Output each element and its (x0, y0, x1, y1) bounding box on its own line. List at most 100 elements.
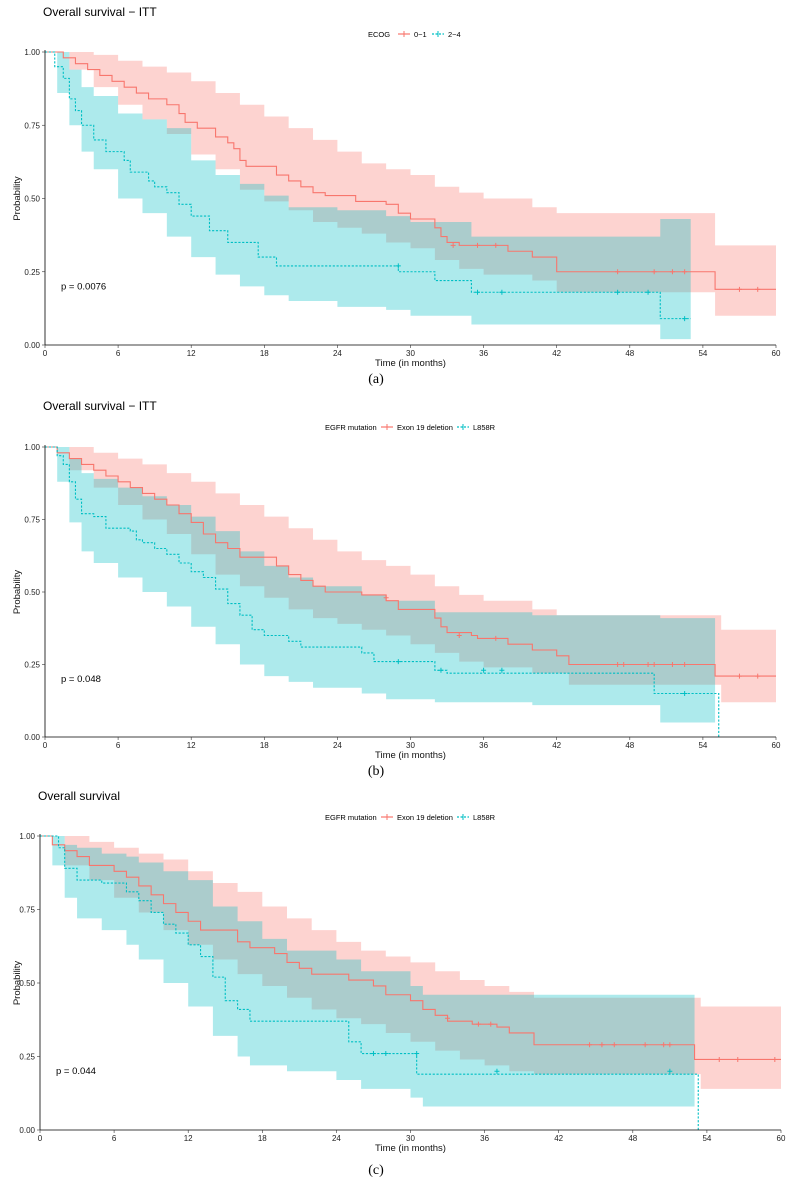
censor-mark (682, 269, 688, 275)
y-tick-label: 0.00 (24, 733, 40, 742)
censor-mark (669, 662, 675, 667)
panel-caption: (b) (367, 764, 385, 779)
x-axis-label: Time (in months) (375, 750, 446, 761)
censor-mark (494, 1068, 500, 1074)
censor-mark (481, 667, 487, 673)
p-value-annotation: p = 0.044 (56, 1066, 96, 1077)
y-tick-label: 0.50 (24, 195, 40, 204)
x-tick-label: 6 (116, 349, 121, 358)
censor-mark (682, 316, 688, 322)
x-tick-label: 12 (184, 1134, 193, 1143)
x-tick-label: 24 (332, 1134, 341, 1143)
confidence-band (45, 52, 776, 316)
censor-mark (736, 286, 742, 292)
legend-label: 0−1 (414, 30, 427, 39)
legend-label: Exon 19 deletion (397, 423, 453, 432)
censor-mark (587, 1042, 593, 1048)
x-tick-label: 48 (625, 349, 634, 358)
censor-mark (611, 1042, 617, 1048)
confidence-band (40, 836, 781, 1089)
censor-mark (615, 662, 621, 667)
x-tick-label: 0 (43, 741, 48, 750)
y-tick-label: 0.00 (19, 1126, 35, 1135)
y-tick-label: 0.25 (24, 268, 40, 277)
x-tick-label: 48 (625, 741, 634, 750)
censor-mark (645, 289, 651, 295)
y-tick-label: 1.00 (24, 48, 40, 57)
chart-title: Overall survival − ITT (43, 5, 157, 19)
censor-mark (383, 595, 389, 601)
censor-mark (450, 242, 456, 248)
y-tick-label: 0.00 (24, 341, 40, 350)
survival-curve (45, 446, 720, 737)
x-tick-label: 12 (187, 349, 196, 358)
x-tick-label: 18 (258, 1134, 267, 1143)
censor-mark (667, 1068, 673, 1074)
censor-mark (755, 286, 761, 292)
censor-mark (395, 659, 401, 665)
censor-mark (755, 673, 761, 679)
x-tick-label: 60 (772, 349, 781, 358)
y-tick-label: 1.00 (19, 832, 35, 841)
censor-mark (383, 1051, 389, 1057)
confidence-band (45, 447, 716, 723)
x-tick-label: 18 (260, 741, 269, 750)
x-tick-label: 24 (333, 349, 342, 358)
y-tick-label: 0.75 (19, 906, 35, 915)
y-tick-label: 0.25 (24, 661, 40, 670)
km-chart-egfr: Overall survival EGFR mutation Exon 19 del… (12, 789, 786, 1154)
legend-title: EGFR mutation (325, 813, 377, 822)
censor-mark (682, 662, 688, 667)
confidence-band (45, 52, 691, 340)
legend: EGFR mutation Exon 19 deletion L858R (325, 813, 496, 822)
censor-mark (621, 662, 627, 667)
censor-mark (488, 1021, 494, 1027)
censor-mark (499, 289, 505, 295)
x-tick-label: 60 (772, 741, 781, 750)
x-tick-label: 6 (112, 1134, 117, 1143)
survival-curve (40, 835, 699, 1130)
x-tick-label: 54 (698, 741, 707, 750)
censor-mark (615, 289, 621, 295)
x-axis-label: Time (in months) (375, 1143, 446, 1154)
x-tick-label: 42 (552, 349, 561, 358)
censor-mark (772, 1056, 778, 1062)
censor-mark (414, 1051, 420, 1057)
x-tick-label: 30 (406, 741, 415, 750)
censor-mark (475, 289, 481, 295)
confidence-band (45, 447, 776, 703)
censor-mark (661, 1042, 667, 1048)
y-tick-label: 0.25 (19, 1053, 35, 1062)
censor-mark (682, 691, 688, 696)
p-value-annotation: p = 0.048 (61, 674, 101, 685)
legend: EGFR mutation Exon 19 deletion L858R (325, 423, 496, 432)
survival-curve (45, 51, 691, 320)
km-chart-egfr-itt: Overall survival − ITT EGFR mutation Exon … (12, 399, 781, 761)
censor-mark (438, 667, 444, 673)
legend-title: ECOG (368, 30, 390, 39)
x-tick-label: 6 (116, 741, 121, 750)
y-tick-label: 0.75 (24, 121, 40, 130)
x-tick-label: 42 (554, 1134, 563, 1143)
x-tick-label: 36 (479, 349, 488, 358)
censor-mark (716, 1056, 722, 1062)
censor-mark (499, 667, 505, 673)
x-tick-label: 0 (43, 349, 48, 358)
y-axis-label: Probability (12, 570, 23, 615)
y-tick-label: 0.50 (24, 588, 40, 597)
censor-mark (599, 1042, 605, 1048)
legend-label: 2−4 (448, 30, 461, 39)
survival-curve (45, 446, 776, 677)
x-tick-label: 60 (777, 1134, 786, 1143)
x-tick-label: 18 (260, 349, 269, 358)
x-tick-label: 30 (406, 349, 415, 358)
confidence-band (40, 836, 695, 1107)
x-tick-label: 0 (38, 1134, 43, 1143)
censor-mark (475, 242, 481, 248)
censor-mark (456, 633, 462, 638)
legend: ECOG 0−1 2−4 (368, 30, 461, 39)
x-tick-label: 42 (552, 741, 561, 750)
legend-label: L858R (473, 813, 496, 822)
x-tick-label: 24 (333, 741, 342, 750)
x-tick-label: 36 (479, 741, 488, 750)
